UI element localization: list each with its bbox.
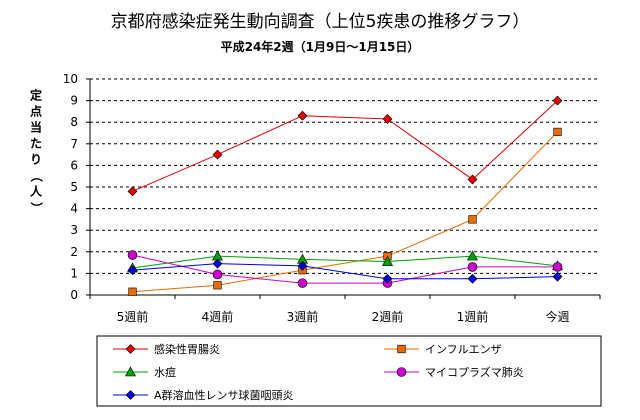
y-tick-label: 7	[70, 137, 78, 151]
data-point	[382, 273, 393, 284]
y-tick-label: 0	[70, 288, 78, 302]
data-point	[552, 271, 563, 282]
y-axis-label-char: た	[30, 137, 42, 151]
y-axis-label-char: 当	[30, 120, 42, 135]
series-line	[132, 254, 558, 284]
x-tick-label: 1週前	[457, 309, 489, 324]
legend-label: 感染性胃腸炎	[154, 342, 220, 356]
data-point	[467, 273, 478, 284]
data-point	[467, 174, 478, 185]
data-point	[297, 260, 308, 271]
data-point	[127, 250, 138, 260]
y-axis-label-char: 点	[30, 104, 42, 119]
series-line	[132, 100, 558, 192]
y-tick-label: 6	[70, 158, 78, 172]
chart-title: 京都府感染症発生動向調査（上位5疾患の推移グラフ）	[111, 12, 530, 32]
series-lines	[126, 95, 564, 296]
y-axis-label-char: り	[30, 153, 42, 167]
y-tick-label: 4	[70, 202, 78, 216]
legend-marker	[125, 390, 136, 400]
legend-label: インフルエンザ	[425, 343, 502, 356]
gridlines	[90, 78, 600, 274]
x-tick-label: 今週	[545, 309, 569, 324]
data-point	[553, 127, 562, 137]
y-tick-label: 3	[70, 223, 78, 237]
series-line	[132, 255, 558, 269]
legend-marker	[125, 344, 136, 354]
data-point	[552, 95, 563, 106]
y-tick-labels: 0 1 2 3 4 5 6 7 8 9 10	[63, 72, 78, 302]
y-axis-label-char: ）	[30, 202, 45, 214]
data-point	[381, 255, 394, 266]
y-tick-label: 8	[70, 115, 78, 129]
chart-subtitle: 平成24年2週（1月9日～1月15日）	[221, 39, 420, 54]
legend-label: A群溶血性レンサ球菌咽頭炎	[154, 388, 294, 402]
legend-label: マイコプラズマ肺炎	[425, 365, 524, 379]
y-tick-label: 1	[70, 266, 78, 280]
x-tick-labels: 5週前 4週前 3週前 2週前 1週前 今週	[117, 309, 570, 324]
data-point	[297, 278, 308, 288]
legend-marker	[396, 367, 407, 377]
y-tick-label: 9	[70, 94, 78, 108]
data-point	[212, 258, 223, 269]
data-point	[552, 262, 563, 272]
legend-marker	[124, 366, 137, 377]
legend-label: 水痘	[154, 365, 176, 379]
data-point	[127, 265, 138, 276]
x-tick-label: 2週前	[372, 309, 404, 324]
data-point	[467, 262, 478, 272]
legend-box	[96, 335, 602, 407]
y-axis-label-char: 人	[30, 184, 43, 199]
y-tick-label: 2	[70, 245, 78, 259]
axes	[86, 78, 601, 299]
data-point	[212, 149, 223, 160]
y-tick-label: 10	[63, 72, 78, 86]
legend-marker	[397, 344, 406, 354]
y-axis-label-char: 定	[30, 88, 42, 103]
data-point	[382, 114, 393, 124]
x-tick-label: 4週前	[202, 309, 234, 324]
y-tick-label: 5	[70, 180, 78, 194]
series-line	[132, 131, 558, 293]
series-line	[132, 263, 558, 280]
data-point	[213, 281, 222, 290]
data-point	[466, 250, 479, 261]
data-point	[128, 287, 137, 296]
data-point	[127, 186, 138, 197]
x-tick-label: 5週前	[117, 309, 149, 324]
y-axis-label-char: （	[30, 170, 45, 182]
data-point	[297, 110, 308, 121]
data-point	[468, 215, 477, 224]
x-tick-label: 3週前	[287, 309, 319, 324]
data-point	[212, 269, 223, 280]
